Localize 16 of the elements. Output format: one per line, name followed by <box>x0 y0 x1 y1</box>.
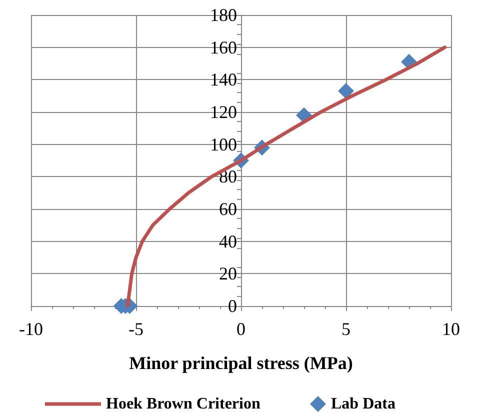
y-tick-label: 140 <box>210 70 237 90</box>
x-axis-title: Minor principal stress (MPa) <box>129 353 353 373</box>
y-tick-label: 100 <box>210 134 237 154</box>
y-tick-label: 160 <box>210 37 237 58</box>
y-tick-label: 120 <box>210 102 237 122</box>
legend-label: Hoek Brown Criterion <box>106 396 260 412</box>
x-tick-label: 10 <box>442 319 460 339</box>
x-tick-label: -10 <box>19 319 43 339</box>
legend-label: Lab Data <box>331 396 396 412</box>
x-tick-label: -5 <box>128 319 144 339</box>
y-tick-label: 20 <box>219 264 237 284</box>
x-tick-label: 5 <box>342 319 350 339</box>
y-tick-label: 0 <box>228 296 237 316</box>
y-tick-label: 60 <box>219 199 237 219</box>
y-tick-label: 180 <box>210 5 237 25</box>
y-tick-label: 40 <box>219 231 237 252</box>
